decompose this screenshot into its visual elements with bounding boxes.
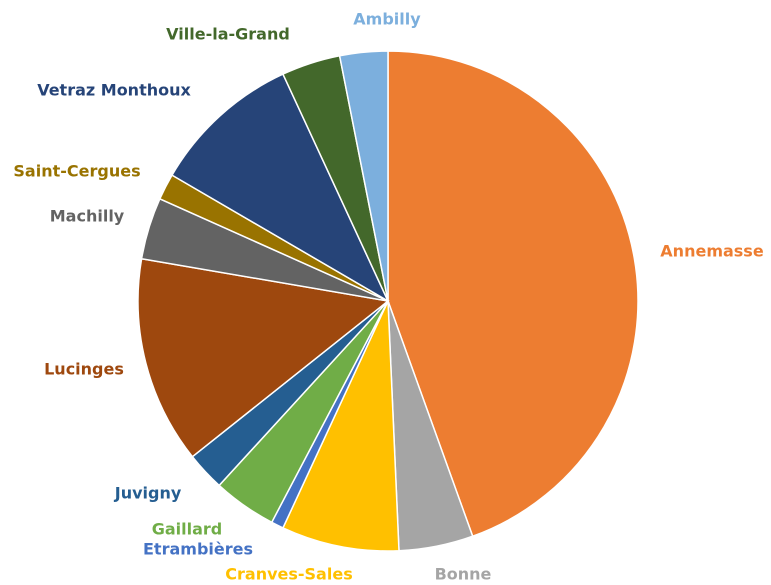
pie-slice <box>281 300 400 552</box>
slice-label: Ville-la-Grand <box>166 25 290 44</box>
pie-slice <box>170 73 390 303</box>
pie-slice <box>338 50 389 302</box>
slice-label: Etrambières <box>143 540 253 559</box>
slice-label: Ambilly <box>353 10 421 29</box>
slice-label: Gaillard <box>152 520 223 539</box>
pie-slice <box>137 257 390 458</box>
slice-label: Annemasse <box>660 242 764 261</box>
slice-label: Machilly <box>50 207 125 226</box>
slice-label: Vetraz Monthoux <box>37 81 191 100</box>
pie-slice <box>387 50 639 538</box>
slice-label: Saint-Cergues <box>13 162 140 181</box>
slice-label: Juvigny <box>114 484 182 503</box>
slice-label: Lucinges <box>44 360 124 379</box>
slice-label: Cranves-Sales <box>225 565 352 584</box>
slice-label: Bonne <box>435 565 492 584</box>
